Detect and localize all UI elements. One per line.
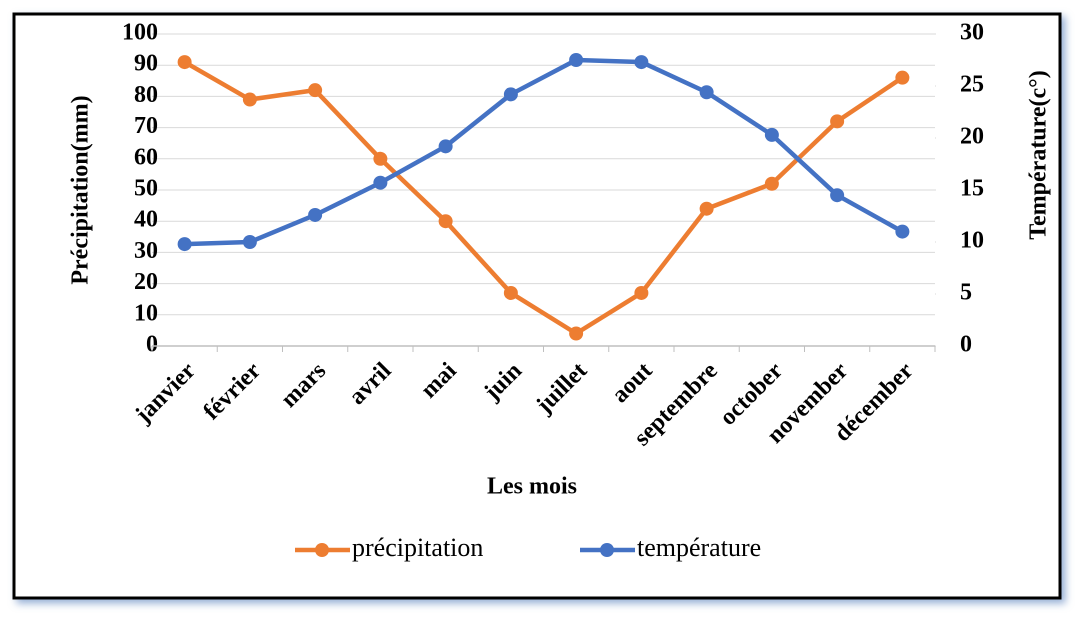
y2-tick-label: 15	[960, 176, 984, 202]
y2-tick-label: 25	[960, 72, 984, 98]
y-axis-label: Précipitation(mm)	[68, 95, 94, 284]
y2-tick-label: 20	[960, 124, 984, 150]
marker	[242, 235, 257, 249]
y-tick-label: 80	[134, 82, 158, 108]
y-tick-label: 50	[134, 176, 158, 202]
marker	[764, 176, 779, 191]
legend-marker	[315, 543, 329, 557]
marker	[503, 285, 518, 300]
marker	[895, 70, 910, 85]
line-series	[184, 57, 904, 247]
marker	[438, 139, 453, 154]
y-tick-label: 0	[146, 332, 158, 358]
marker	[373, 175, 388, 190]
y-tick-label: 20	[134, 269, 158, 295]
marker	[242, 92, 257, 107]
marker	[308, 207, 323, 222]
y-tick-label: 40	[134, 207, 158, 233]
y2-tick-label: 10	[960, 228, 984, 254]
marker	[895, 224, 910, 239]
legend-label: température	[637, 533, 761, 562]
y2-tick-label: 0	[960, 332, 972, 358]
marker	[569, 53, 584, 67]
y-tick-label: 90	[134, 51, 158, 77]
x-axis-label: Les mois	[487, 474, 577, 500]
marker	[177, 237, 192, 252]
marker	[373, 151, 388, 166]
marker	[438, 214, 453, 229]
marker	[634, 55, 649, 70]
marker	[830, 114, 845, 129]
y2-axis-label: Température(c°)	[1026, 70, 1052, 240]
chart-frame	[12, 12, 1062, 600]
marker	[699, 201, 714, 216]
marker	[764, 127, 779, 142]
marker	[699, 85, 714, 100]
y-tick-label: 70	[134, 113, 158, 139]
y2-tick-label: 5	[960, 280, 972, 306]
marker	[569, 326, 584, 341]
marker	[177, 55, 192, 70]
marker	[634, 285, 649, 300]
marker	[308, 83, 323, 98]
marker	[503, 87, 518, 102]
line-series	[183, 60, 904, 336]
marker	[830, 188, 845, 203]
y-tick-label: 100	[122, 20, 158, 46]
y2-tick-label: 30	[960, 20, 984, 46]
y-tick-label: 30	[134, 238, 158, 264]
legend-label: précipitation	[352, 533, 483, 562]
y-tick-label: 60	[134, 144, 158, 170]
legend-marker	[600, 543, 614, 557]
y-tick-label: 10	[134, 300, 158, 326]
